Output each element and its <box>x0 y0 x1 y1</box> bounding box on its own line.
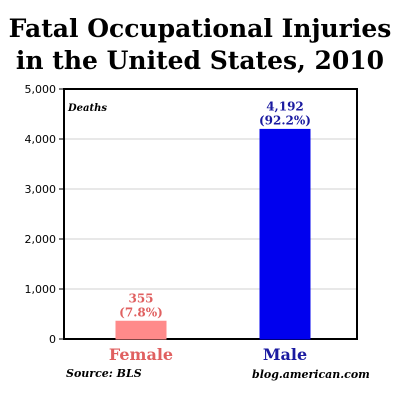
chart-title-line-1: Fatal Occupational Injuries <box>8 14 392 43</box>
y-tick-label: 2,000 <box>25 233 57 246</box>
data-label-value: 4,192 <box>266 99 304 113</box>
y-tick-label: 3,000 <box>25 183 57 196</box>
data-label-value: 355 <box>128 291 153 305</box>
source-note: Source: BLS <box>66 367 142 380</box>
y-axis-label: Deaths <box>67 103 107 114</box>
y-tick-label: 0 <box>49 333 56 346</box>
data-label-percent: (7.8%) <box>119 305 163 319</box>
y-tick-label: 1,000 <box>25 283 57 296</box>
x-category-label: Male <box>263 345 307 364</box>
data-label-percent: (92.2%) <box>259 113 311 127</box>
chart-title-line-2: in the United States, 2010 <box>15 46 385 75</box>
bar-male <box>259 128 311 340</box>
credit-note: blog.american.com <box>252 368 370 381</box>
x-category-label: Female <box>109 345 173 364</box>
plot-frame <box>63 88 358 340</box>
y-tick-label: 4,000 <box>25 133 57 146</box>
y-tick-label: 5,000 <box>25 83 57 96</box>
bar-female <box>115 320 167 340</box>
